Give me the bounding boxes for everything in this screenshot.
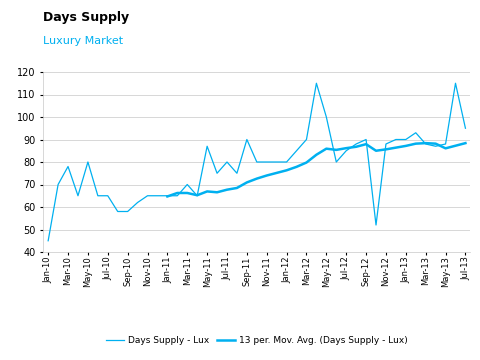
13 per. Mov. Avg. (Days Supply - Lux)	[284, 168, 289, 172]
13 per. Mov. Avg. (Days Supply - Lux)	[463, 141, 468, 145]
Days Supply - Lux	[234, 171, 240, 175]
13 per. Mov. Avg. (Days Supply - Lux)	[363, 142, 369, 146]
13 per. Mov. Avg. (Days Supply - Lux)	[194, 193, 200, 197]
13 per. Mov. Avg. (Days Supply - Lux)	[373, 149, 379, 153]
Days Supply - Lux	[343, 149, 349, 153]
Legend: Days Supply - Lux, 13 per. Mov. Avg. (Days Supply - Lux): Days Supply - Lux, 13 per. Mov. Avg. (Da…	[102, 332, 411, 348]
13 per. Mov. Avg. (Days Supply - Lux)	[224, 188, 230, 192]
Days Supply - Lux	[353, 142, 359, 146]
Days Supply - Lux	[95, 194, 101, 198]
Days Supply - Lux	[165, 194, 170, 198]
Days Supply - Lux	[85, 160, 91, 164]
13 per. Mov. Avg. (Days Supply - Lux)	[214, 190, 220, 194]
Days Supply - Lux	[135, 200, 141, 204]
Days Supply - Lux	[194, 194, 200, 198]
Days Supply - Lux	[403, 137, 408, 141]
Days Supply - Lux	[75, 194, 81, 198]
Days Supply - Lux	[303, 137, 309, 141]
Days Supply - Lux	[324, 115, 329, 119]
Days Supply - Lux	[284, 160, 289, 164]
Days Supply - Lux	[144, 194, 150, 198]
13 per. Mov. Avg. (Days Supply - Lux)	[453, 144, 458, 148]
Days Supply - Lux	[65, 164, 71, 168]
Days Supply - Lux	[383, 142, 389, 146]
Days Supply - Lux	[204, 144, 210, 148]
Days Supply - Lux	[214, 171, 220, 175]
Days Supply - Lux	[155, 194, 160, 198]
13 per. Mov. Avg. (Days Supply - Lux)	[303, 160, 309, 165]
13 per. Mov. Avg. (Days Supply - Lux)	[294, 165, 300, 169]
Days Supply - Lux	[115, 209, 120, 213]
Days Supply - Lux	[433, 144, 439, 148]
Days Supply - Lux	[224, 160, 230, 164]
Days Supply - Lux	[423, 142, 429, 146]
Line: 13 per. Mov. Avg. (Days Supply - Lux): 13 per. Mov. Avg. (Days Supply - Lux)	[168, 143, 466, 197]
13 per. Mov. Avg. (Days Supply - Lux)	[244, 180, 250, 185]
Days Supply - Lux	[45, 239, 51, 243]
Days Supply - Lux	[244, 137, 250, 141]
13 per. Mov. Avg. (Days Supply - Lux)	[443, 146, 448, 150]
13 per. Mov. Avg. (Days Supply - Lux)	[413, 141, 419, 146]
13 per. Mov. Avg. (Days Supply - Lux)	[343, 146, 349, 150]
Days Supply - Lux	[184, 182, 190, 186]
13 per. Mov. Avg. (Days Supply - Lux)	[383, 147, 389, 152]
Days Supply - Lux	[373, 223, 379, 227]
Days Supply - Lux	[254, 160, 260, 164]
13 per. Mov. Avg. (Days Supply - Lux)	[184, 191, 190, 195]
Text: Luxury Market: Luxury Market	[43, 36, 123, 46]
Days Supply - Lux	[264, 160, 270, 164]
Days Supply - Lux	[363, 137, 369, 141]
13 per. Mov. Avg. (Days Supply - Lux)	[353, 145, 359, 149]
Days Supply - Lux	[393, 137, 399, 141]
Days Supply - Lux	[453, 81, 458, 85]
Text: Days Supply: Days Supply	[43, 11, 129, 24]
Days Supply - Lux	[443, 142, 448, 146]
13 per. Mov. Avg. (Days Supply - Lux)	[324, 147, 329, 151]
Days Supply - Lux	[463, 126, 468, 130]
13 per. Mov. Avg. (Days Supply - Lux)	[204, 189, 210, 194]
Days Supply - Lux	[413, 131, 419, 135]
Line: Days Supply - Lux: Days Supply - Lux	[48, 83, 466, 241]
13 per. Mov. Avg. (Days Supply - Lux)	[165, 194, 170, 199]
13 per. Mov. Avg. (Days Supply - Lux)	[313, 153, 319, 157]
13 per. Mov. Avg. (Days Supply - Lux)	[423, 141, 429, 145]
13 per. Mov. Avg. (Days Supply - Lux)	[254, 176, 260, 181]
Days Supply - Lux	[313, 81, 319, 85]
13 per. Mov. Avg. (Days Supply - Lux)	[393, 145, 399, 150]
Days Supply - Lux	[174, 194, 180, 198]
13 per. Mov. Avg. (Days Supply - Lux)	[403, 144, 408, 148]
13 per. Mov. Avg. (Days Supply - Lux)	[334, 148, 339, 152]
Days Supply - Lux	[334, 160, 339, 164]
13 per. Mov. Avg. (Days Supply - Lux)	[174, 191, 180, 195]
Days Supply - Lux	[294, 149, 300, 153]
Days Supply - Lux	[105, 194, 111, 198]
13 per. Mov. Avg. (Days Supply - Lux)	[234, 186, 240, 190]
13 per. Mov. Avg. (Days Supply - Lux)	[264, 173, 270, 177]
13 per. Mov. Avg. (Days Supply - Lux)	[433, 141, 439, 146]
Days Supply - Lux	[274, 160, 279, 164]
Days Supply - Lux	[55, 182, 61, 186]
13 per. Mov. Avg. (Days Supply - Lux)	[274, 171, 279, 175]
Days Supply - Lux	[125, 209, 131, 213]
